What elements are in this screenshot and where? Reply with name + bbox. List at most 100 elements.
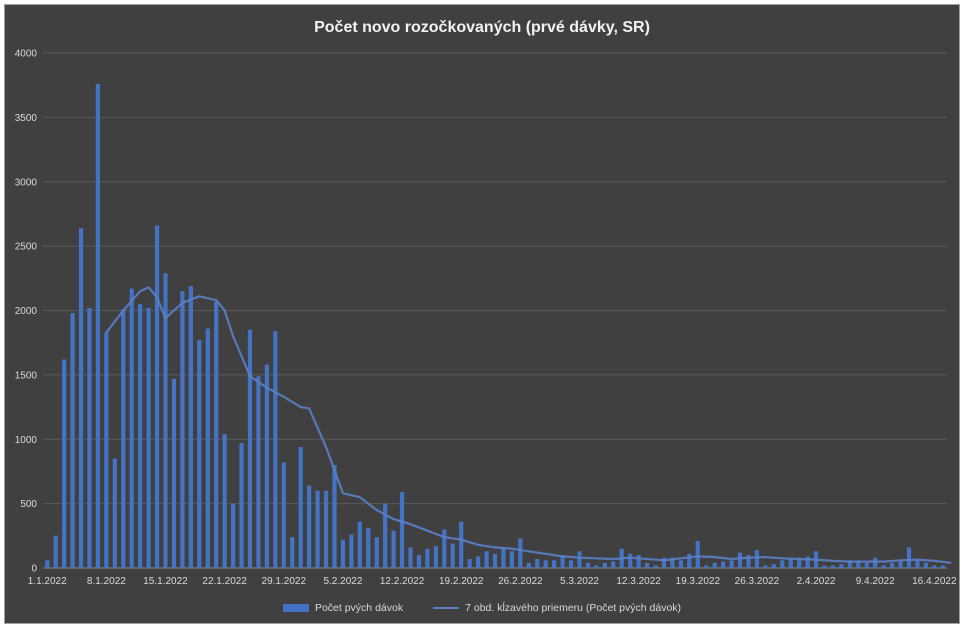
chart-plot-area: 0 500 1000 1500 2000 2500 3000 3500 4000 1.1.202… bbox=[15, 49, 957, 588]
y-tick-label: 500 bbox=[20, 499, 37, 510]
moving-average-series bbox=[105, 286, 952, 564]
y-axis-ticks: 0 500 1000 1500 2000 2500 3000 3500 4000 bbox=[15, 49, 38, 575]
bar bbox=[552, 560, 557, 568]
bar bbox=[737, 552, 743, 568]
bar bbox=[78, 228, 84, 568]
bar bbox=[332, 465, 337, 568]
bar bbox=[577, 551, 582, 568]
x-tick-label: 29.1.2022 bbox=[262, 576, 307, 587]
bar bbox=[721, 561, 726, 568]
bar bbox=[678, 560, 683, 568]
bar bbox=[585, 562, 591, 568]
bar bbox=[399, 492, 405, 568]
bar bbox=[797, 557, 802, 568]
bar bbox=[475, 556, 481, 568]
bar bbox=[442, 529, 447, 568]
x-tick-label: 22.1.2022 bbox=[202, 576, 247, 587]
x-axis-ticks: 1.1.2022 8.1.2022 15.1.2022 22.1.2022 29.1.2… bbox=[28, 576, 957, 587]
x-tick-label: 12.2.2022 bbox=[380, 576, 425, 587]
bar bbox=[467, 558, 472, 568]
bar bbox=[425, 548, 430, 568]
bar bbox=[323, 490, 329, 568]
y-tick-label: 0 bbox=[31, 564, 37, 575]
bar bbox=[602, 562, 607, 568]
bar bbox=[383, 503, 388, 568]
bar bbox=[729, 560, 734, 568]
legend-label-bars: Počet pvých dávok bbox=[314, 602, 404, 614]
bar bbox=[307, 485, 312, 568]
bar bbox=[830, 565, 836, 568]
y-tick-label: 3000 bbox=[15, 177, 38, 188]
bar bbox=[450, 543, 455, 568]
legend-item-bars: Počet pvých dávok bbox=[282, 602, 404, 614]
bar bbox=[374, 537, 379, 568]
moving-average-line bbox=[105, 286, 952, 564]
bar bbox=[281, 462, 286, 568]
legend-swatch-line bbox=[433, 607, 460, 609]
x-tick-label: 9.4.2022 bbox=[856, 576, 895, 587]
bar bbox=[535, 558, 540, 568]
chart-frame: Počet novo rozočkovaných (prvé dávky, SR… bbox=[4, 4, 960, 624]
bar bbox=[915, 560, 920, 568]
x-tick-label: 16.4.2022 bbox=[912, 576, 957, 587]
bar bbox=[492, 553, 498, 568]
legend: Počet pvých dávok 7 obd. kĺzavého prieme… bbox=[5, 602, 959, 614]
x-tick-label: 2.4.2022 bbox=[797, 576, 836, 587]
bar bbox=[171, 378, 177, 568]
x-tick-label: 8.1.2022 bbox=[87, 576, 126, 587]
bar bbox=[290, 537, 295, 568]
x-tick-label: 15.1.2022 bbox=[143, 576, 188, 587]
bar bbox=[129, 288, 134, 568]
bar bbox=[95, 83, 101, 569]
bar bbox=[146, 307, 151, 568]
x-tick-label: 5.3.2022 bbox=[560, 576, 599, 587]
bar bbox=[340, 539, 346, 568]
bar bbox=[62, 359, 67, 568]
bar bbox=[788, 558, 793, 568]
bar bbox=[197, 340, 202, 568]
chart-title: Počet novo rozočkovaných (prvé dávky, SR… bbox=[314, 19, 650, 36]
bar bbox=[822, 565, 827, 568]
bar bbox=[459, 521, 464, 568]
bar bbox=[180, 291, 185, 568]
bar-series bbox=[45, 83, 945, 569]
bar bbox=[501, 548, 506, 568]
x-tick-label: 19.3.2022 bbox=[676, 576, 721, 587]
bar bbox=[560, 555, 565, 568]
bar bbox=[87, 307, 92, 568]
bar bbox=[509, 551, 515, 568]
bar bbox=[568, 560, 574, 568]
legend-label-line: 7 obd. kĺzavého priemeru (Počet pvých dá… bbox=[465, 602, 682, 614]
bar bbox=[805, 556, 810, 568]
bar bbox=[611, 561, 616, 568]
bar bbox=[518, 538, 523, 568]
bar bbox=[222, 434, 227, 568]
bar bbox=[898, 561, 903, 568]
bar bbox=[256, 376, 261, 568]
bar bbox=[754, 549, 760, 568]
bar bbox=[594, 565, 599, 568]
bar bbox=[670, 557, 675, 568]
bar bbox=[543, 560, 548, 568]
bar bbox=[230, 503, 236, 568]
bar bbox=[357, 521, 362, 568]
bar bbox=[889, 562, 895, 568]
bar bbox=[264, 364, 269, 568]
bar bbox=[780, 560, 785, 568]
bar bbox=[298, 446, 303, 568]
bar bbox=[391, 530, 396, 568]
bar bbox=[704, 565, 709, 568]
bar bbox=[873, 557, 878, 568]
bar bbox=[366, 528, 371, 568]
bar bbox=[839, 564, 844, 568]
bar bbox=[163, 273, 168, 568]
bar bbox=[273, 331, 278, 568]
y-tick-label: 1500 bbox=[15, 370, 38, 381]
bar bbox=[763, 565, 768, 568]
bar bbox=[644, 562, 650, 568]
y-tick-label: 4000 bbox=[15, 49, 38, 60]
x-tick-label: 1.1.2022 bbox=[28, 576, 67, 587]
bar bbox=[112, 458, 117, 568]
bar bbox=[923, 562, 928, 568]
x-tick-label: 19.2.2022 bbox=[439, 576, 484, 587]
